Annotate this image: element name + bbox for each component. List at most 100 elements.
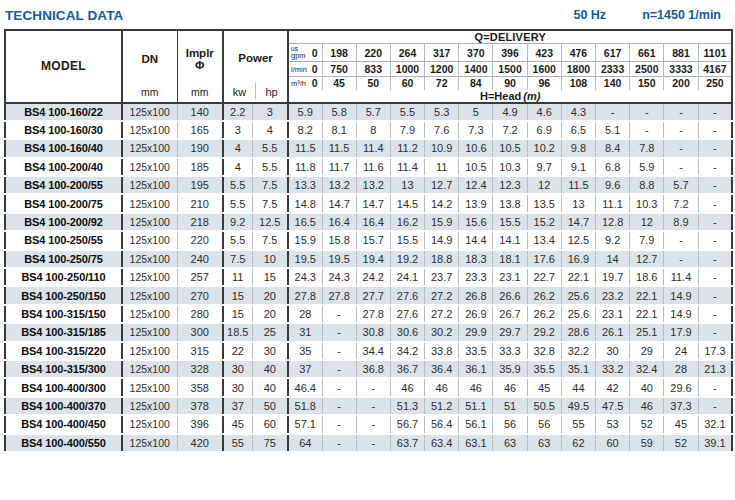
head-value-cell: 15.2 xyxy=(527,213,561,231)
head-value-cell: - xyxy=(698,268,732,286)
head-value-cell: 29 xyxy=(630,342,664,360)
flow-value: 4167 xyxy=(698,62,732,77)
flow-value: 72 xyxy=(425,77,459,90)
flow-unit-cell: usgpm0 xyxy=(288,44,322,62)
power-label: Power xyxy=(224,33,287,83)
power-kw-cell: 22 xyxy=(223,342,252,360)
head-value-cell: 12 xyxy=(527,176,561,194)
head-value-cell: 63 xyxy=(493,434,527,452)
flow-value: 2500 xyxy=(630,62,664,77)
impeller-cell: 185 xyxy=(177,158,223,176)
flow-value: 3333 xyxy=(664,62,698,77)
flow-value: 264 xyxy=(390,44,424,62)
head-value-cell: 10.5 xyxy=(459,158,493,176)
head-value-cell: - xyxy=(322,397,356,415)
flow-unit-label: l/min xyxy=(291,66,307,73)
flow-value: 423 xyxy=(527,44,561,62)
head-value-cell: 6.5 xyxy=(561,121,595,139)
flow-zero-value: 0 xyxy=(312,77,318,89)
flow-value: 200 xyxy=(664,77,698,90)
head-value-cell: 22.1 xyxy=(561,268,595,286)
model-cell: BS4 100-250/150 xyxy=(5,286,122,304)
table-row: BS4 100-250/150125x100270152027.827.827.… xyxy=(5,286,732,304)
impeller-cell: 280 xyxy=(177,305,223,323)
head-value-cell: 27.7 xyxy=(356,286,390,304)
head-value-cell: 19.7 xyxy=(596,268,630,286)
model-cell: BS4 100-400/450 xyxy=(5,415,122,433)
head-value-cell: 16.5 xyxy=(288,213,322,231)
head-value-cell: 51.3 xyxy=(390,397,424,415)
dn-column-header: DN mm xyxy=(122,30,177,103)
head-value-cell: 11.4 xyxy=(390,158,424,176)
head-value-cell: 8.8 xyxy=(630,176,664,194)
head-value-cell: 7.2 xyxy=(664,194,698,212)
impeller-cell: 210 xyxy=(177,194,223,212)
dn-cell: 125x100 xyxy=(122,378,177,396)
head-value-cell: 51.8 xyxy=(288,397,322,415)
head-value-cell: 8.2 xyxy=(288,121,322,139)
flow-value: 150 xyxy=(630,77,664,90)
head-value-cell: 5.8 xyxy=(322,103,356,121)
head-value-cell: 26.2 xyxy=(527,305,561,323)
flow-value: 84 xyxy=(459,77,493,90)
head-value-cell: 34.2 xyxy=(390,342,424,360)
head-value-cell: 32.1 xyxy=(698,415,732,433)
speed-label: n=1450 1/min xyxy=(642,8,721,22)
flow-value: 1200 xyxy=(425,62,459,77)
dn-cell: 125x100 xyxy=(122,194,177,212)
head-value-cell: 13.5 xyxy=(527,194,561,212)
head-value-cell: 27.2 xyxy=(425,305,459,323)
top-bar: TECHNICAL DATA 50 Hz n=1450 1/min xyxy=(0,0,735,26)
head-value-cell: 19.5 xyxy=(322,250,356,268)
head-value-cell: 11.5 xyxy=(561,176,595,194)
flow-value: 140 xyxy=(596,77,630,90)
head-value-cell: 5.5 xyxy=(390,103,424,121)
head-value-cell: 10.3 xyxy=(630,194,664,212)
head-value-cell: 15.5 xyxy=(390,231,424,249)
head-value-cell: 49.5 xyxy=(561,397,595,415)
flow-value: 370 xyxy=(459,44,493,62)
flow-unit-label: m³/h xyxy=(291,80,306,87)
flow-value: 396 xyxy=(493,44,527,62)
impeller-cell: 165 xyxy=(177,121,223,139)
table-row: BS4 100-200/75125x1002105.57.514.814.714… xyxy=(5,194,732,212)
head-value-cell: 7.6 xyxy=(425,121,459,139)
impeller-cell: 195 xyxy=(177,176,223,194)
head-value-cell: 14.4 xyxy=(459,231,493,249)
head-value-cell: 30 xyxy=(596,342,630,360)
dn-cell: 125x100 xyxy=(122,434,177,452)
table-row: BS4 100-400/300125x100358304046.4--46464… xyxy=(5,378,732,396)
head-value-cell: 13.2 xyxy=(322,176,356,194)
dn-cell: 125x100 xyxy=(122,158,177,176)
model-cell: BS4 100-200/75 xyxy=(5,194,122,212)
table-row: BS4 100-250/55125x1002205.57.515.915.815… xyxy=(5,231,732,249)
model-column-header: MODEL xyxy=(5,30,122,103)
head-value-cell: 8.9 xyxy=(664,213,698,231)
head-value-cell: 56.1 xyxy=(459,415,493,433)
head-value-cell: 25.6 xyxy=(561,305,595,323)
impeller-cell: 396 xyxy=(177,415,223,433)
head-value-cell: 45 xyxy=(664,415,698,433)
power-kw-cell: 9.2 xyxy=(223,213,252,231)
head-value-cell: 13 xyxy=(561,194,595,212)
head-value-cell: - xyxy=(698,103,732,121)
head-value-cell: 25.1 xyxy=(630,323,664,341)
head-value-cell: 13 xyxy=(390,176,424,194)
head-value-cell: - xyxy=(698,213,732,231)
table-row: BS4 100-400/450125x100396456057.1--56.75… xyxy=(5,415,732,433)
head-value-cell: 24.3 xyxy=(322,268,356,286)
head-value-cell: 59 xyxy=(630,434,664,452)
head-value-cell: 17.6 xyxy=(527,250,561,268)
head-value-cell: 11.8 xyxy=(288,158,322,176)
head-value-cell: 14.1 xyxy=(493,231,527,249)
impeller-cell: 300 xyxy=(177,323,223,341)
dn-cell: 125x100 xyxy=(122,139,177,157)
head-value-cell: 63.4 xyxy=(425,434,459,452)
head-value-cell: 33.8 xyxy=(425,342,459,360)
head-value-cell: 14.9 xyxy=(664,286,698,304)
head-value-cell: 26.7 xyxy=(493,305,527,323)
flow-value: 1000 xyxy=(390,62,424,77)
head-value-cell: 19.4 xyxy=(356,250,390,268)
head-value-cell: 33.2 xyxy=(596,360,630,378)
head-value-cell: - xyxy=(322,305,356,323)
